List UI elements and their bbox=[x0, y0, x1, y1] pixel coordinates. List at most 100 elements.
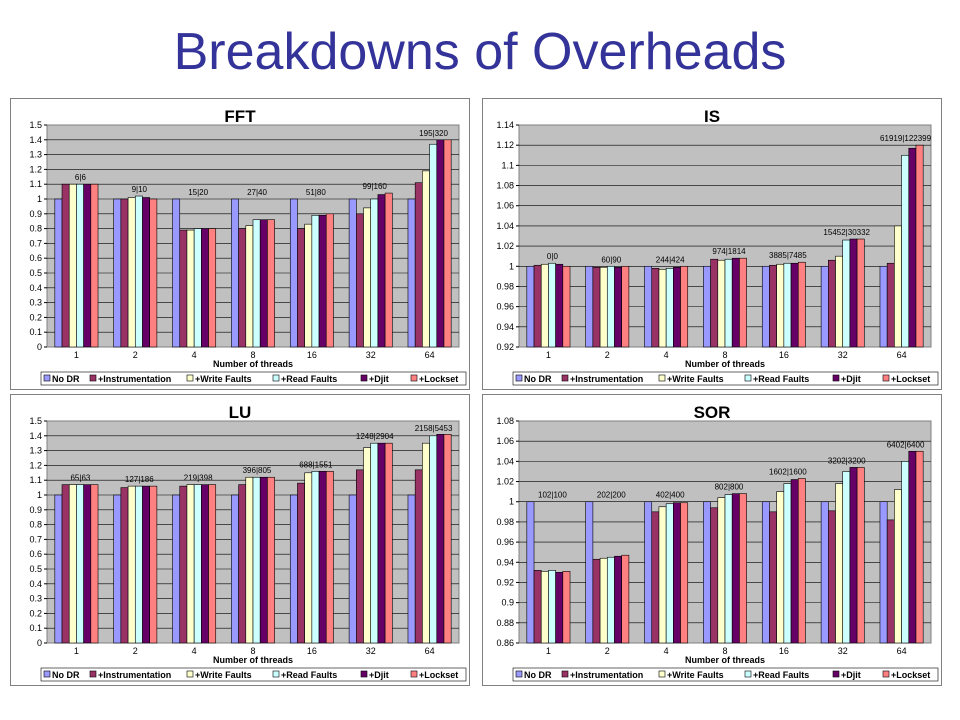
y-tick-label: 1.12 bbox=[496, 140, 514, 150]
x-tick-label: 64 bbox=[897, 646, 907, 656]
y-tick-label: 1.5 bbox=[29, 120, 42, 130]
legend-swatch bbox=[515, 670, 523, 678]
bar bbox=[289, 494, 298, 644]
x-tick-label: 1 bbox=[546, 646, 551, 656]
bar bbox=[703, 265, 711, 348]
bar bbox=[621, 554, 630, 644]
legend-box bbox=[40, 667, 467, 682]
bar bbox=[599, 266, 608, 348]
bar bbox=[879, 501, 888, 644]
bar bbox=[238, 484, 247, 644]
bar bbox=[252, 476, 261, 644]
bar bbox=[68, 484, 77, 644]
bar bbox=[113, 198, 122, 348]
bar bbox=[289, 198, 298, 348]
chart-title: FFT bbox=[224, 107, 256, 126]
bar bbox=[384, 192, 393, 348]
chart-title: SOR bbox=[694, 403, 731, 422]
bar bbox=[797, 261, 806, 348]
y-tick-label: 0 bbox=[37, 342, 42, 352]
lu-chart: 0 0.1 0.2 0.3 0.4 0.5 0.6 0.7 0.8 0.9 1 1.1 1.2 1.3 1.… bbox=[29, 403, 467, 682]
bar bbox=[311, 471, 320, 644]
y-tick-label: 0.4 bbox=[29, 579, 42, 589]
legend-swatch bbox=[43, 374, 51, 382]
bar bbox=[325, 213, 334, 348]
bar bbox=[127, 485, 136, 644]
bar bbox=[555, 572, 564, 644]
bar bbox=[61, 183, 70, 348]
bars: 0|0 60|90 244|424 974|1814 3885|7485 15452|30… bbox=[526, 134, 932, 348]
legend-swatch bbox=[186, 670, 194, 678]
sor-chart: 0.86 0.88 0.9 0.92 0.94 0.96 0.98 1 1.02 1.04 1.06… bbox=[496, 403, 939, 682]
bar bbox=[820, 265, 829, 348]
bar bbox=[585, 265, 594, 348]
bar bbox=[835, 483, 844, 644]
x-axis-title: Number of threads bbox=[685, 359, 765, 369]
legend-label: +Lockset bbox=[891, 670, 930, 680]
data-annotation: 688|1551 bbox=[299, 460, 333, 469]
bar bbox=[193, 484, 202, 644]
chart-panel-fft: 0 0.1 0.2 0.3 0.4 0.5 0.6 0.7 0.8 0.9 1 1.1 1.2 1.3 1.… bbox=[10, 98, 470, 390]
bar bbox=[776, 491, 785, 644]
bar bbox=[436, 434, 445, 644]
data-annotation: 51|80 bbox=[306, 188, 326, 197]
x-tick-label: 1 bbox=[546, 350, 551, 360]
y-tick-label: 1 bbox=[37, 194, 42, 204]
bar bbox=[915, 144, 924, 348]
data-annotation: 0|0 bbox=[547, 252, 559, 261]
bar bbox=[429, 143, 438, 348]
y-tick-label: 1.3 bbox=[29, 446, 42, 456]
bar bbox=[886, 262, 895, 348]
x-tick-label: 64 bbox=[425, 646, 435, 656]
legend-label: +Djit bbox=[369, 374, 389, 384]
bar bbox=[533, 264, 542, 348]
y-tick-label: 0.9 bbox=[29, 505, 42, 515]
bar bbox=[710, 507, 719, 644]
bar bbox=[724, 258, 733, 348]
bar bbox=[658, 269, 667, 348]
data-annotation: 3885|7485 bbox=[769, 251, 807, 260]
y-tick-label: 0.94 bbox=[496, 557, 514, 567]
legend-swatch bbox=[43, 670, 51, 678]
bar bbox=[724, 494, 733, 644]
bar bbox=[377, 194, 386, 348]
bar bbox=[318, 214, 327, 348]
bar bbox=[673, 502, 681, 644]
bar bbox=[894, 489, 902, 644]
legend-label: +Write Faults bbox=[667, 670, 724, 680]
legend-label: +Write Faults bbox=[195, 374, 252, 384]
bar bbox=[606, 265, 615, 348]
y-tick-label: 0.5 bbox=[29, 268, 42, 278]
bar bbox=[422, 170, 430, 348]
legend-label: +Lockset bbox=[419, 374, 458, 384]
chart-panel-lu: 0 0.1 0.2 0.3 0.4 0.5 0.6 0.7 0.8 0.9 1 1.1 1.2 1.3 1.… bbox=[10, 394, 470, 686]
bar bbox=[142, 197, 150, 348]
bar bbox=[68, 183, 77, 348]
legend-box bbox=[512, 371, 939, 386]
y-tick-label: 0.92 bbox=[496, 577, 514, 587]
y-tick-label: 1.08 bbox=[496, 181, 514, 191]
y-tick-label: 0.7 bbox=[29, 534, 42, 544]
bar bbox=[856, 467, 865, 644]
legend-label: +Instrumentation bbox=[570, 374, 643, 384]
bar bbox=[797, 478, 806, 644]
legend: No DR +Instrumentation +Write Faults +Read … bbox=[40, 371, 467, 386]
bar bbox=[592, 558, 601, 644]
bar bbox=[304, 223, 313, 348]
data-annotation: 65|63 bbox=[70, 474, 90, 483]
bar bbox=[828, 510, 836, 644]
y-tick-label: 1 bbox=[509, 497, 514, 507]
y-tick-label: 0.96 bbox=[496, 302, 514, 312]
x-tick-label: 64 bbox=[425, 350, 435, 360]
bar bbox=[761, 501, 770, 644]
y-tick-label: 1.3 bbox=[29, 150, 42, 160]
bar bbox=[548, 570, 556, 644]
data-annotation: 402|400 bbox=[656, 491, 685, 500]
data-annotation: 9|10 bbox=[132, 185, 148, 194]
x-tick-label: 2 bbox=[605, 646, 610, 656]
y-tick-label: 0.3 bbox=[29, 298, 42, 308]
legend-swatch bbox=[561, 374, 569, 382]
bar bbox=[90, 183, 99, 348]
y-tick-label: 0.2 bbox=[29, 312, 42, 322]
x-tick-label: 8 bbox=[250, 646, 255, 656]
